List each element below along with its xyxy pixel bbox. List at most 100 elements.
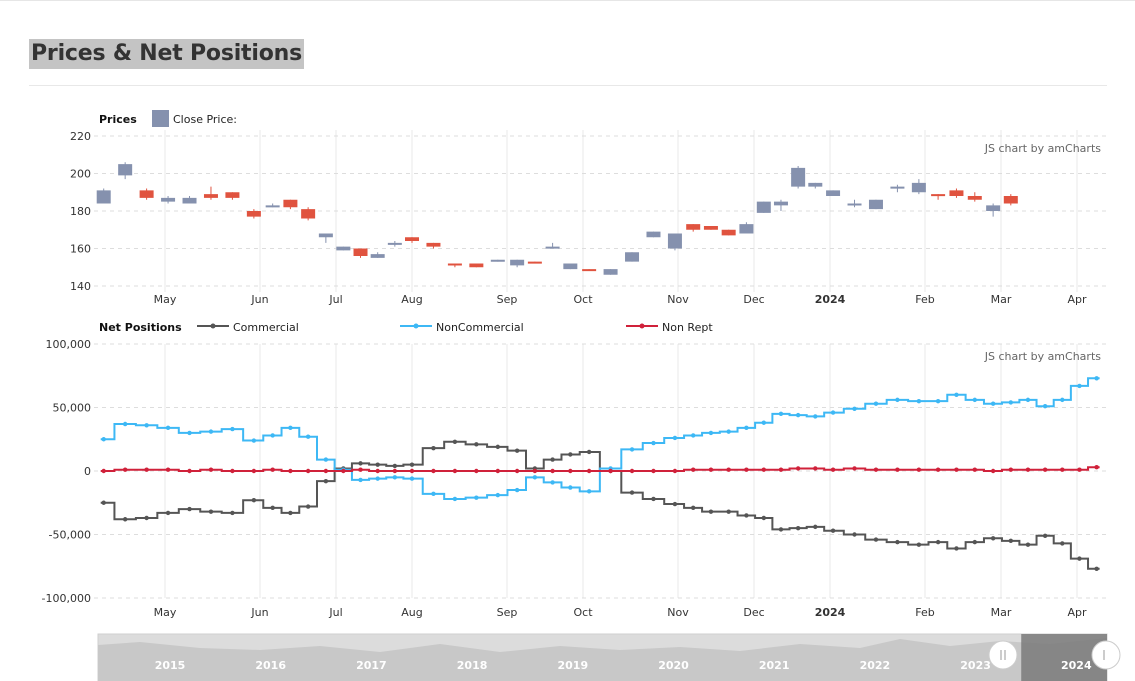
series-point[interactable] [431, 468, 436, 474]
series-point[interactable] [409, 468, 415, 474]
series-point[interactable] [1008, 400, 1014, 405]
series-point[interactable] [795, 466, 801, 471]
series-point[interactable] [323, 457, 329, 462]
candle[interactable] [756, 201, 771, 213]
series-point[interactable] [651, 440, 656, 446]
series-point[interactable] [187, 468, 192, 474]
candle[interactable] [405, 237, 419, 243]
candle[interactable] [139, 188, 154, 200]
series-point[interactable] [873, 401, 879, 406]
candle[interactable] [182, 196, 197, 204]
series-point[interactable] [852, 406, 857, 411]
series-point[interactable] [972, 397, 977, 403]
series-point[interactable] [474, 495, 479, 500]
series-point[interactable] [629, 447, 635, 452]
candle[interactable] [161, 196, 176, 204]
candle[interactable] [469, 263, 484, 268]
series-point[interactable] [778, 411, 784, 417]
series-point[interactable] [1008, 538, 1014, 544]
series-point[interactable] [550, 457, 555, 462]
series-point[interactable] [474, 442, 479, 447]
series-point[interactable] [726, 429, 731, 434]
series-point[interactable] [778, 527, 784, 532]
series-point[interactable] [708, 430, 714, 436]
candle[interactable] [791, 166, 806, 189]
series-point[interactable] [122, 467, 128, 472]
series-point[interactable] [672, 435, 678, 441]
series-point[interactable] [990, 468, 996, 474]
series-point[interactable] [532, 475, 538, 480]
series-point[interactable] [144, 467, 149, 472]
series-point[interactable] [288, 425, 293, 431]
series-point[interactable] [1077, 467, 1082, 472]
scrollbar-left-grip[interactable] [988, 640, 1018, 670]
series-point[interactable] [392, 475, 398, 480]
series-point[interactable] [495, 468, 501, 474]
series-point[interactable] [852, 466, 857, 471]
series-point[interactable] [778, 467, 784, 472]
series-point[interactable] [474, 468, 479, 474]
candle[interactable] [967, 192, 982, 202]
series-point[interactable] [708, 509, 714, 514]
series-point[interactable] [916, 542, 922, 547]
candle[interactable] [686, 224, 701, 232]
series-point[interactable] [323, 478, 329, 484]
series-point[interactable] [568, 452, 573, 457]
candle[interactable] [808, 182, 823, 189]
candle[interactable] [545, 242, 560, 249]
series-point[interactable] [672, 501, 678, 507]
candle[interactable] [582, 269, 597, 272]
series-point[interactable] [144, 515, 149, 521]
series-point[interactable] [916, 398, 922, 404]
candle[interactable] [1003, 194, 1018, 206]
series-point[interactable] [532, 468, 538, 474]
series-legend-item[interactable]: Non Rept [626, 321, 713, 334]
series-point[interactable] [230, 510, 235, 516]
series-point[interactable] [165, 425, 171, 431]
series-point[interactable] [1025, 542, 1031, 547]
series-point[interactable] [101, 437, 106, 442]
series-point[interactable] [358, 461, 363, 466]
candle[interactable] [318, 233, 333, 243]
series-point[interactable] [1008, 467, 1014, 472]
candle[interactable] [490, 259, 505, 262]
series-point[interactable] [608, 468, 613, 474]
candle[interactable] [911, 179, 926, 195]
series-point[interactable] [452, 496, 458, 502]
series-point[interactable] [1077, 383, 1082, 389]
series-point[interactable] [358, 467, 363, 472]
series-point[interactable] [691, 505, 696, 511]
series-point[interactable] [251, 438, 257, 443]
series-point[interactable] [452, 439, 458, 444]
candle[interactable] [667, 233, 682, 251]
series-point[interactable] [409, 462, 415, 467]
series-point[interactable] [895, 539, 900, 545]
series-point[interactable] [392, 463, 398, 469]
series-point[interactable] [409, 476, 415, 481]
series-point[interactable] [761, 467, 767, 472]
series-point[interactable] [392, 468, 398, 474]
candle[interactable] [721, 229, 736, 236]
candle[interactable] [225, 192, 240, 200]
scrollbar[interactable]: 2015 2016 2017 2018 2019 2020 2021 2022 2023 2024 [97, 633, 1121, 681]
candle[interactable] [387, 241, 402, 247]
candle[interactable] [603, 269, 618, 275]
series-point[interactable] [708, 467, 714, 472]
series-point[interactable] [431, 491, 436, 497]
series-point[interactable] [230, 426, 235, 432]
series-point[interactable] [629, 490, 635, 495]
series-legend[interactable]: Commercial NonCommercial Non Rept [197, 321, 713, 334]
series-point[interactable] [1060, 541, 1065, 546]
series-point[interactable] [761, 420, 767, 425]
candle[interactable] [265, 203, 280, 208]
series-point[interactable] [830, 528, 836, 533]
series-point[interactable] [813, 414, 818, 419]
series-point[interactable] [187, 430, 192, 436]
candle[interactable] [703, 226, 718, 230]
series-point[interactable] [122, 517, 128, 522]
series-point[interactable] [101, 500, 106, 505]
series-point[interactable] [954, 392, 959, 397]
series-legend-item[interactable]: NonCommercial [400, 321, 524, 334]
series-point[interactable] [270, 433, 275, 438]
series-point[interactable] [954, 467, 959, 472]
